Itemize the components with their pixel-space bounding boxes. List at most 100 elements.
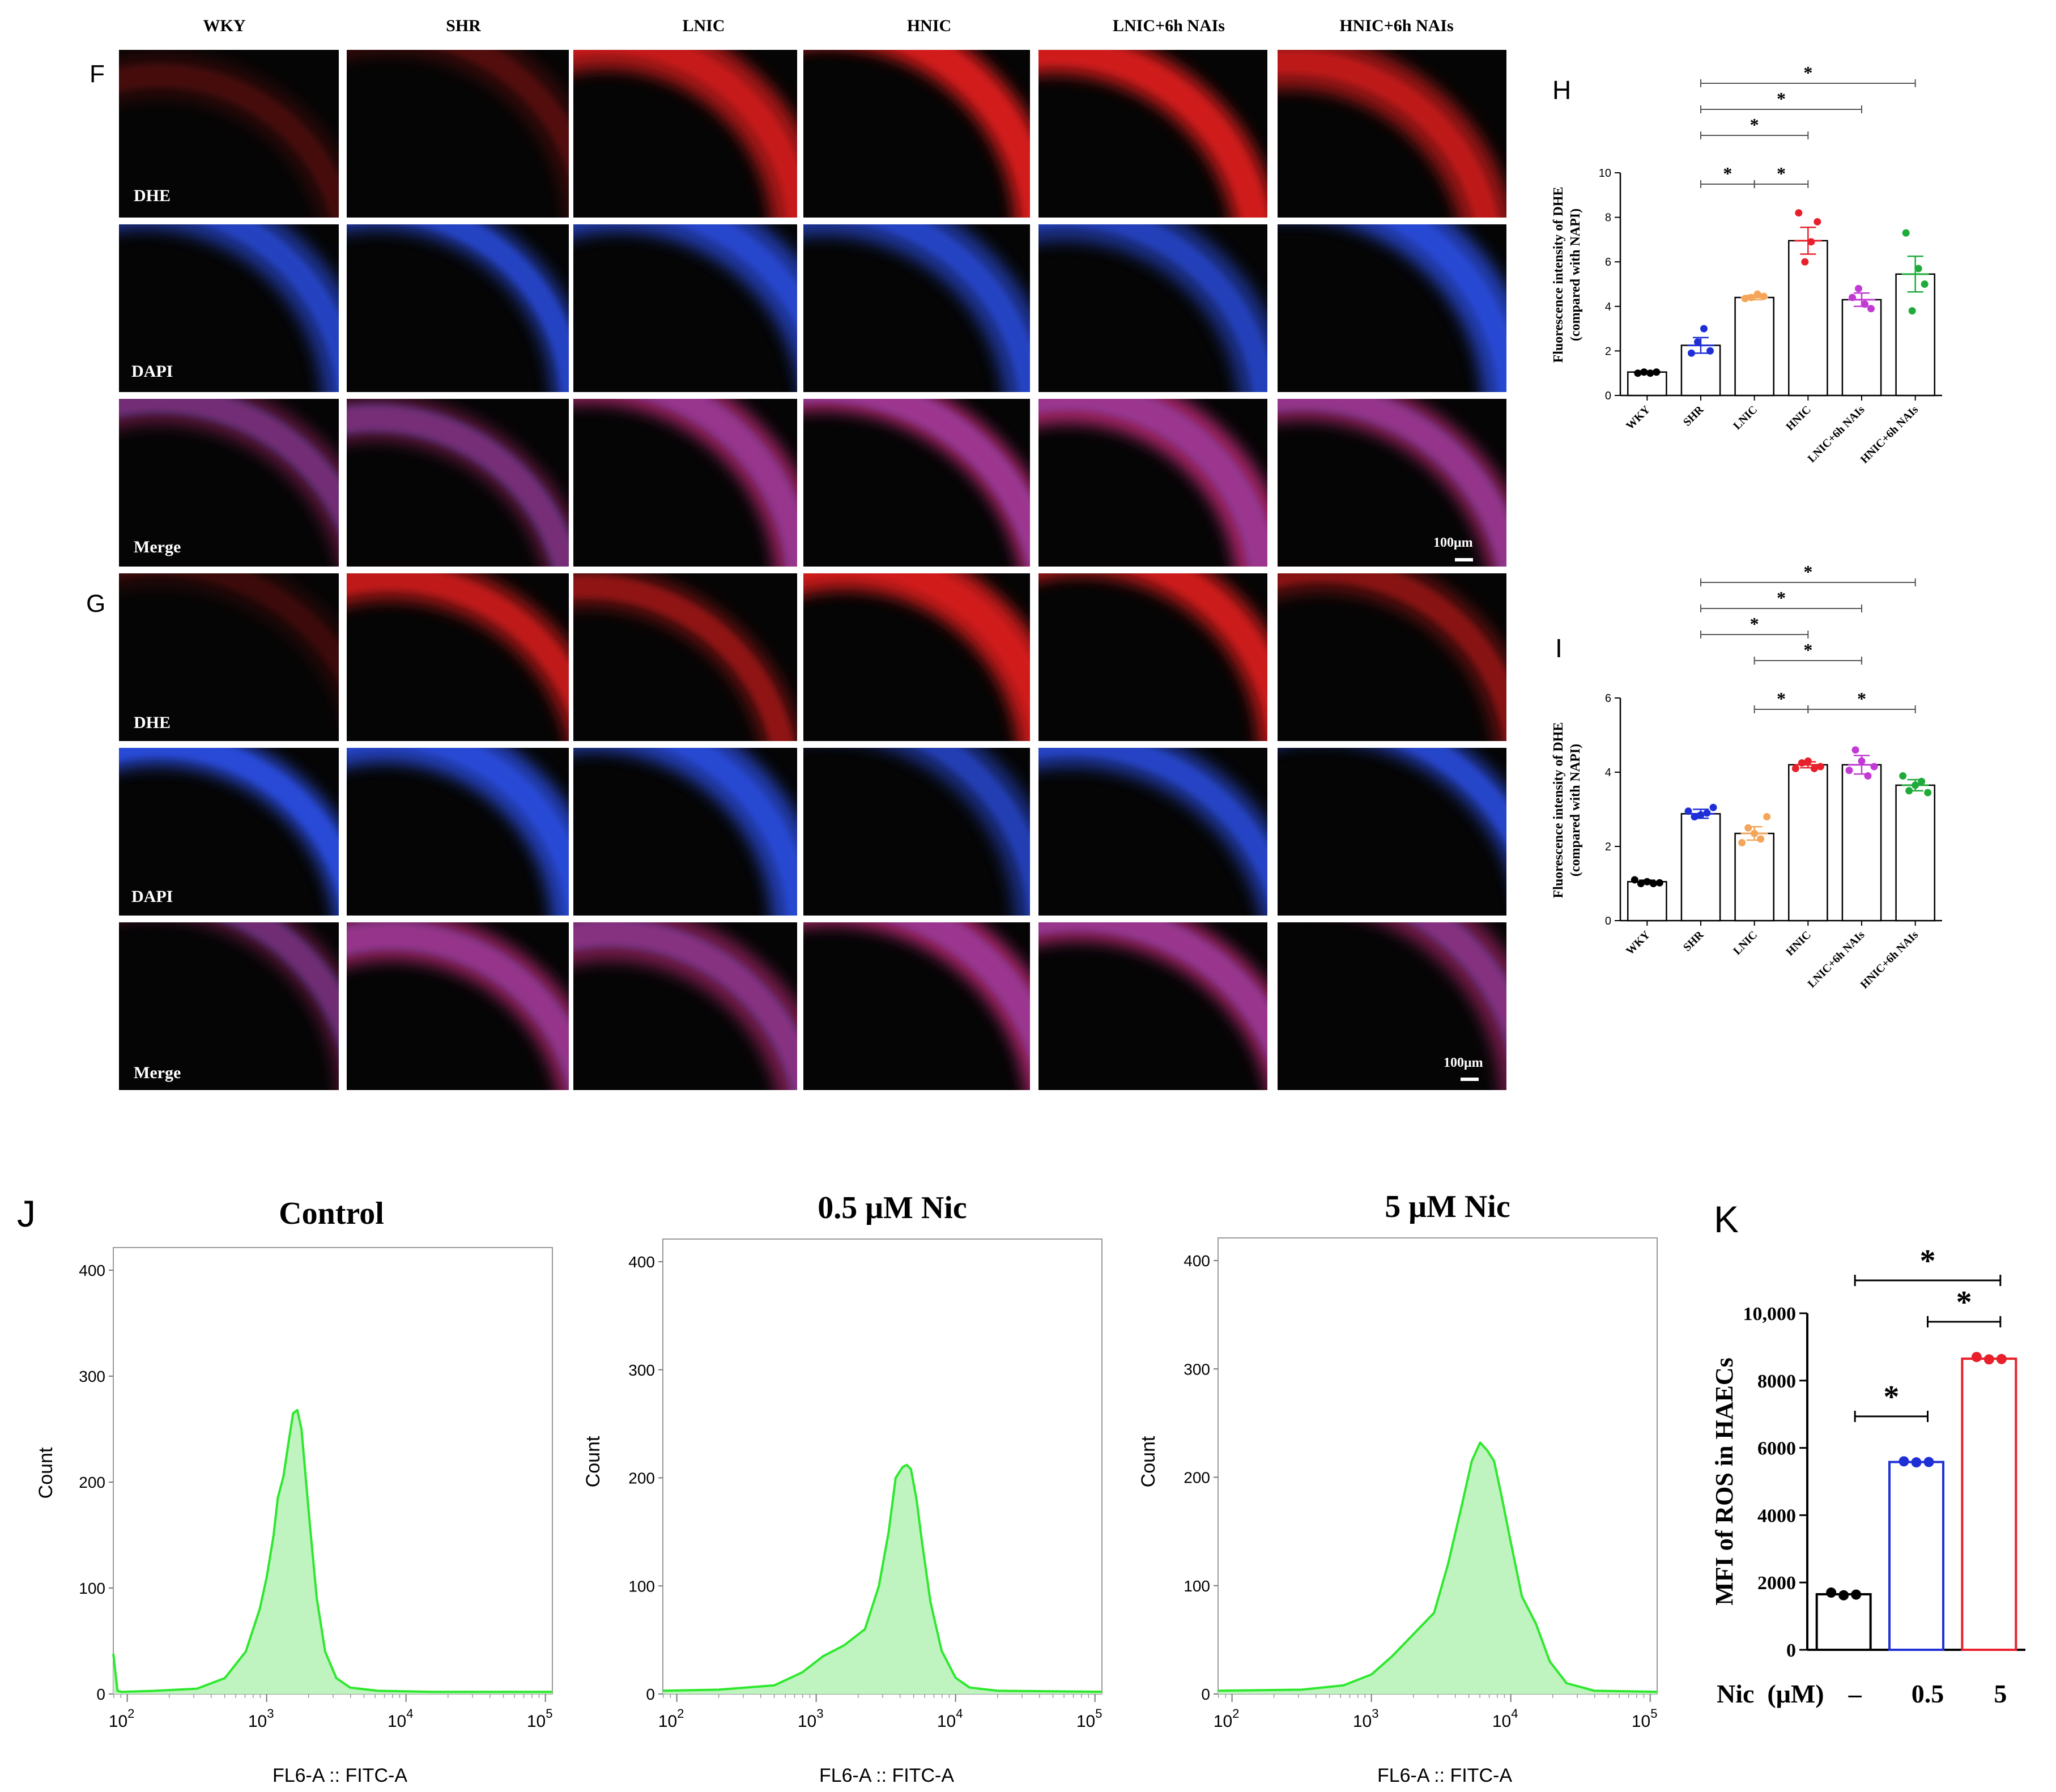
y-tick-label: 4: [1605, 301, 1611, 313]
y-tick-label: 400: [628, 1253, 655, 1271]
x-tick-label: 105: [527, 1706, 553, 1731]
data-point: [1649, 880, 1657, 887]
x-tick-label: HNIC: [1783, 929, 1813, 958]
y-tick-label: 300: [1184, 1360, 1210, 1378]
y-tick-label: 4000: [1757, 1505, 1796, 1526]
data-point: [1741, 295, 1749, 303]
micrograph-dapi-0: [119, 748, 339, 916]
data-point: [1691, 813, 1699, 821]
vessel-wall-core: [1278, 50, 1498, 218]
micrograph-vessel: [347, 748, 569, 916]
y-tick-label: 6000: [1757, 1438, 1796, 1459]
data-point: [1845, 767, 1853, 774]
significance-star: *: [1883, 1380, 1899, 1415]
significance-star: *: [1750, 614, 1759, 634]
vessel-wall-core: [1386, 224, 1506, 392]
data-point: [1791, 764, 1799, 772]
significance-star: *: [1777, 688, 1786, 709]
data-point: [1838, 1590, 1849, 1601]
data-point: [1814, 218, 1821, 225]
micrograph-vessel: [803, 399, 1030, 567]
data-point: [1738, 838, 1746, 846]
micrograph-vessel: [347, 573, 569, 741]
vessel-wall-nuclei: [219, 922, 339, 1054]
micrograph-dhe-5: [1278, 573, 1506, 741]
panel-letter-k: K: [1714, 1198, 1739, 1240]
data-point: [1700, 325, 1708, 333]
micrograph-vessel: [803, 922, 1030, 1090]
x-tick-label: 102: [658, 1706, 684, 1731]
x-tick-label: SHR: [1681, 403, 1706, 429]
y-tick-label: 0: [1201, 1685, 1210, 1703]
scale-bar: [1455, 558, 1473, 561]
vessel-wall-core: [413, 224, 569, 392]
data-point: [1801, 258, 1809, 266]
data-point: [1747, 293, 1755, 301]
data-point: [1911, 1457, 1922, 1468]
data-point: [1849, 293, 1856, 301]
data-point: [1923, 1457, 1934, 1467]
chart-h-ylabel-1: Fluorescence intensity of DHE: [1551, 187, 1566, 363]
bar-1: [1888, 1461, 1944, 1651]
histogram-area: [1218, 1442, 1657, 1694]
data-point: [1905, 787, 1913, 795]
micrograph-vessel: [1377, 922, 1506, 1090]
chart-k-ylabel: MFI of ROS in HAECs: [1710, 1357, 1738, 1606]
histogram-area: [113, 1410, 552, 1694]
vessel-wall-core: [119, 748, 339, 895]
data-point: [1816, 763, 1824, 771]
data-point: [1971, 1352, 1982, 1363]
micrograph-dapi-5: [1278, 748, 1506, 916]
significance-star: *: [1803, 561, 1812, 582]
row-label-dhe: DHE: [134, 713, 171, 732]
data-point: [1902, 229, 1910, 237]
y-tick-label: 4: [1605, 767, 1611, 779]
scale-bar-label: 100μm: [1433, 535, 1473, 550]
panel-letter-j: J: [17, 1193, 36, 1235]
x-tick-label: 5: [1994, 1679, 2007, 1708]
vessel-wall-core: [1038, 748, 1267, 897]
vessel-wall-core: [441, 50, 569, 174]
y-tick-label: 0: [96, 1685, 105, 1703]
micrograph-dapi-4: [1038, 224, 1267, 392]
data-point: [1851, 746, 1859, 754]
histogram-control: Control Count FL6-A :: FITC-A 0 100 200 300…: [35, 1196, 553, 1786]
micrograph-vessel: [347, 399, 569, 567]
vessel-wall-nuclei: [573, 922, 797, 1090]
histogram-low-nic-ylabel: Count: [582, 1436, 604, 1487]
bar-2: [1734, 296, 1774, 397]
data-point: [1757, 835, 1765, 843]
micrograph-merge-3: [803, 922, 1030, 1090]
data-point: [1898, 1456, 1909, 1467]
plot-frame: [113, 1247, 553, 1695]
significance-star: *: [1803, 640, 1812, 660]
histogram-control-xlabel: FL6-A :: FITC-A: [273, 1765, 407, 1786]
x-tick-label: 102: [1214, 1706, 1240, 1731]
scale-bar: [1461, 1078, 1479, 1081]
micrograph-merge-2: [573, 399, 797, 567]
micrograph-dhe-4: [1038, 573, 1267, 741]
x-tick-label: 0.5: [1912, 1679, 1944, 1708]
data-point: [1637, 880, 1645, 887]
y-tick-label: 100: [628, 1577, 655, 1595]
data-point: [1921, 280, 1929, 288]
vessel-wall-core: [347, 748, 569, 916]
bar-5: [1895, 784, 1935, 922]
y-tick-label: 8000: [1757, 1371, 1796, 1392]
x-tick-label: LNIC: [1731, 403, 1760, 432]
chart-i-ylabel-1: Fluorescence intensity of DHE: [1551, 722, 1566, 899]
data-point: [1912, 781, 1919, 789]
y-tick-label: 200: [628, 1470, 655, 1487]
data-point: [1634, 369, 1642, 377]
data-point: [1826, 1587, 1837, 1598]
chart-h-ylabel-2: (compared with NAPI): [1568, 208, 1583, 341]
x-tick-label: –: [1848, 1679, 1862, 1708]
vessel-wall-core: [663, 748, 797, 916]
bar-4: [1841, 764, 1882, 922]
column-header-lnic: LNIC: [682, 16, 725, 35]
vessel-wall-nuclei: [803, 399, 1030, 567]
micrograph-dhe-5: [1278, 50, 1506, 218]
column-header-wky: WKY: [203, 16, 246, 35]
histogram-control-ylabel: Count: [35, 1447, 57, 1499]
histogram-low-nic-xlabel: FL6-A :: FITC-A: [819, 1765, 954, 1786]
